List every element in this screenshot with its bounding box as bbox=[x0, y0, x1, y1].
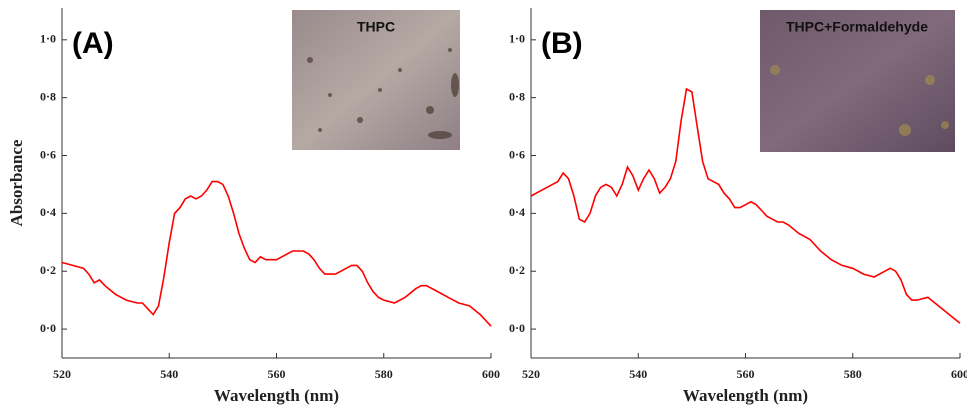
y-tick-label: 0·2 bbox=[509, 263, 525, 277]
y-tick-label: 1·0 bbox=[509, 32, 525, 46]
inset-photo bbox=[292, 10, 460, 150]
inset-photo bbox=[760, 10, 955, 152]
x-tick-label: 560 bbox=[268, 367, 286, 381]
x-axis-label: Wavelength (nm) bbox=[683, 386, 808, 405]
panel-label: (B) bbox=[541, 27, 583, 60]
data-line bbox=[61, 180, 492, 327]
x-tick-label: 580 bbox=[844, 367, 862, 381]
x-tick-label: 600 bbox=[951, 367, 967, 381]
data-line bbox=[530, 87, 961, 324]
y-tick-label: 1·0 bbox=[40, 32, 56, 46]
x-tick-label: 600 bbox=[482, 367, 500, 381]
x-tick-label: 520 bbox=[53, 367, 71, 381]
x-tick-label: 540 bbox=[629, 367, 647, 381]
y-tick-label: 0·2 bbox=[40, 263, 56, 277]
inset-label: THPC bbox=[357, 19, 395, 35]
y-axis-label: Absorbance bbox=[7, 139, 26, 226]
inset-label: THPC+Formaldehyde bbox=[786, 19, 928, 35]
y-tick-label: 0·8 bbox=[40, 89, 56, 103]
y-tick-label: 0·0 bbox=[40, 321, 56, 335]
x-axis-label: Wavelength (nm) bbox=[214, 386, 339, 405]
x-tick-label: 560 bbox=[737, 367, 755, 381]
x-tick-label: 580 bbox=[375, 367, 393, 381]
y-tick-label: 0·4 bbox=[40, 205, 56, 219]
x-tick-label: 520 bbox=[522, 367, 540, 381]
y-tick-label: 0·4 bbox=[509, 205, 525, 219]
y-tick-label: 0·6 bbox=[40, 147, 56, 161]
y-tick-label: 0·8 bbox=[509, 89, 525, 103]
y-tick-label: 0·6 bbox=[509, 147, 525, 161]
y-tick-label: 0·0 bbox=[509, 321, 525, 335]
panel-label: (A) bbox=[72, 27, 114, 60]
x-tick-label: 540 bbox=[160, 367, 178, 381]
